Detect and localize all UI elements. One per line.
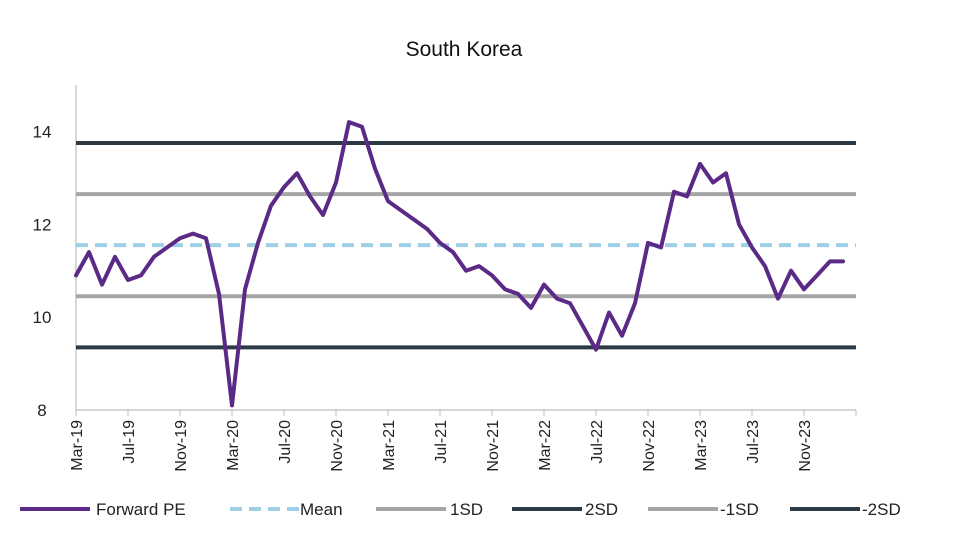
x-tick-label: Jul-23 <box>745 420 762 464</box>
x-tick-label: Nov-22 <box>641 420 658 472</box>
x-axis: Mar-19 Jul-19 Nov-19 Mar-20 Jul-20 Nov-20 Mar-… <box>69 409 857 472</box>
legend-item: Forward PE <box>20 500 186 519</box>
legend-item: -1SD <box>648 500 759 519</box>
series-line-forward-pe <box>74 120 845 408</box>
x-tick-label: Jul-20 <box>277 420 294 464</box>
legend-item: Mean <box>230 500 343 519</box>
legend: Forward PE Mean 1SD 2SD -1SD -2SD <box>20 500 901 519</box>
legend-label: 1SD <box>450 500 483 519</box>
x-tick-label: Mar-21 <box>381 420 398 471</box>
y-tick-label: 8 <box>37 401 46 420</box>
legend-label: Forward PE <box>96 500 186 519</box>
legend-label: -1SD <box>720 500 759 519</box>
reference-lines <box>76 141 856 350</box>
x-tick-label: Mar-22 <box>537 420 554 471</box>
x-tick-label: Nov-20 <box>329 420 346 472</box>
legend-label: 2SD <box>585 500 618 519</box>
x-tick-label: Jul-21 <box>433 420 450 464</box>
x-tick-label: Jul-19 <box>121 420 138 464</box>
x-tick-label: Mar-23 <box>693 420 710 471</box>
legend-label: Mean <box>300 500 343 519</box>
legend-label: -2SD <box>862 500 901 519</box>
legend-item: 2SD <box>512 500 618 519</box>
y-tick-label: 10 <box>33 308 52 327</box>
y-tick-label: 12 <box>33 215 52 234</box>
x-tick-label: Mar-19 <box>69 420 86 471</box>
x-tick-label: Nov-19 <box>173 420 190 472</box>
chart-title: South Korea <box>406 38 523 61</box>
x-tick-label: Mar-20 <box>225 420 242 471</box>
x-tick-label: Nov-23 <box>797 420 814 472</box>
legend-item: -2SD <box>790 500 901 519</box>
x-tick-label: Nov-21 <box>485 420 502 472</box>
x-tick-label: Jul-22 <box>589 420 606 464</box>
legend-item: 1SD <box>376 500 483 519</box>
series-lines <box>74 120 845 408</box>
y-axis: 8 10 12 14 <box>33 85 77 420</box>
y-tick-label: 14 <box>33 122 52 141</box>
